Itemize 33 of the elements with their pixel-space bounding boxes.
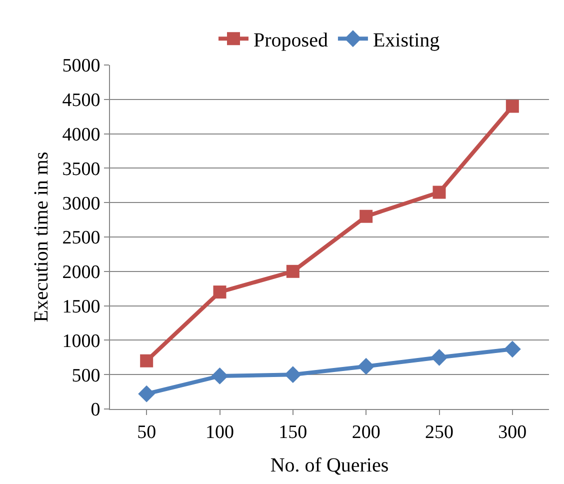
y-tick-label: 500 (72, 365, 100, 386)
point (213, 286, 226, 299)
x-tick-label: 100 (206, 422, 234, 443)
x-tick-label: 300 (498, 422, 527, 443)
x-axis-title: No. of Queries (270, 454, 389, 476)
point (140, 354, 154, 368)
point (284, 366, 302, 384)
y-tick-label: 3500 (62, 158, 100, 180)
y-tick-label: 5000 (62, 56, 100, 77)
x-tick-label: 200 (352, 422, 380, 443)
point (432, 186, 446, 199)
point (506, 100, 519, 113)
legend-label: Existing (372, 29, 440, 52)
legend-label: Proposed (254, 29, 328, 52)
x-tick-label: 250 (425, 422, 454, 443)
point (211, 368, 228, 384)
y-tick-label: 1000 (62, 330, 100, 352)
x-tick-label: 150 (278, 422, 308, 443)
point (360, 210, 373, 223)
y-axis-title: Execution time in ms (30, 152, 53, 322)
y-tick-label: 2000 (62, 262, 100, 284)
point (504, 340, 521, 358)
y-tick-label: 1500 (62, 296, 100, 318)
point (358, 358, 375, 375)
point (286, 264, 300, 278)
y-tick-label: 4500 (62, 90, 100, 112)
y-tick-label: 0 (90, 400, 100, 421)
y-tick-label: 4000 (62, 124, 100, 146)
point (430, 348, 448, 366)
y-tick-label: 2500 (62, 228, 100, 249)
point (138, 385, 156, 402)
y-tick-label: 3000 (62, 193, 100, 214)
x-tick-label: 50 (137, 422, 156, 443)
